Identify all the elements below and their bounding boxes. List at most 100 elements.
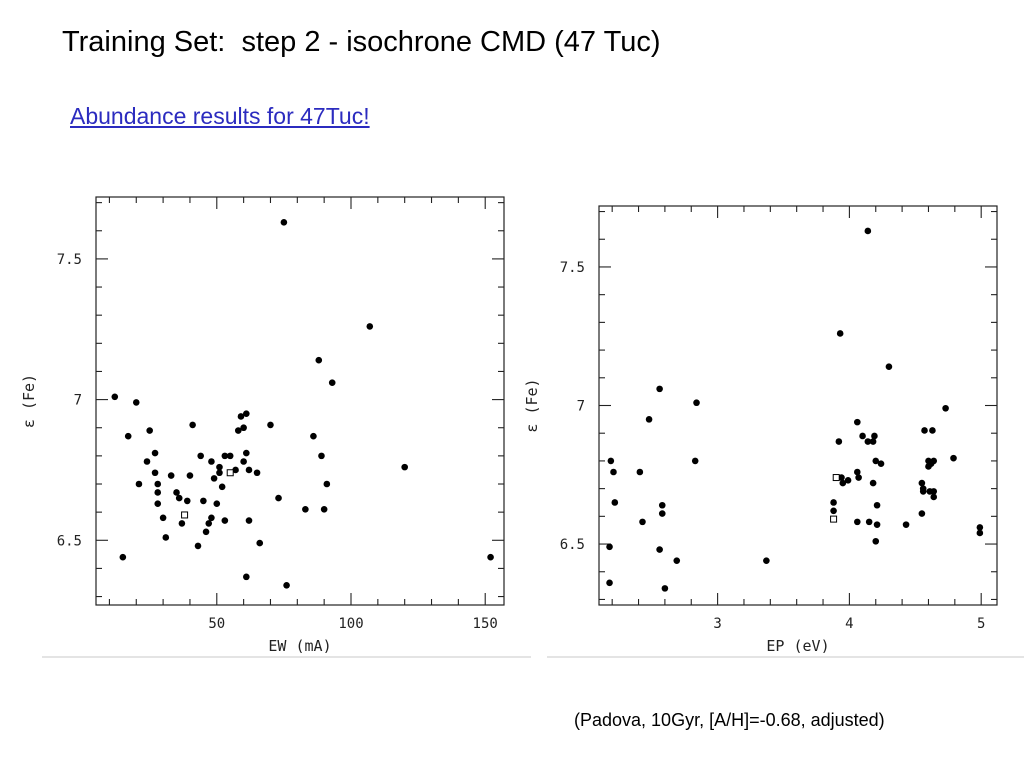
y-tick-label: 7.5 xyxy=(560,260,585,276)
data-point xyxy=(124,432,132,440)
x-tick-label: 4 xyxy=(845,616,853,632)
data-point-open xyxy=(832,474,840,482)
data-point xyxy=(658,510,666,517)
data-point xyxy=(243,449,250,457)
y-axis-label: ε (Fe) xyxy=(523,378,541,432)
data-point xyxy=(216,469,223,477)
data-point xyxy=(226,452,234,460)
y-tick-label: 7.5 xyxy=(57,252,82,268)
data-point xyxy=(656,385,663,393)
data-point xyxy=(930,493,938,501)
data-point xyxy=(854,518,861,526)
data-point xyxy=(611,499,619,506)
data-point xyxy=(267,421,274,429)
data-point xyxy=(930,457,938,465)
y-tick-label: 7 xyxy=(577,399,585,415)
data-point xyxy=(610,468,617,476)
data-point xyxy=(636,468,644,476)
x-tick-label: 5 xyxy=(977,616,985,632)
data-point xyxy=(275,494,282,502)
data-point xyxy=(976,524,984,531)
data-point xyxy=(154,500,162,508)
data-point xyxy=(151,469,159,477)
y-tick-label: 7 xyxy=(74,393,82,409)
data-point xyxy=(218,483,226,491)
data-point xyxy=(243,410,250,417)
x-tick-label: 3 xyxy=(713,616,721,632)
data-point xyxy=(318,452,325,460)
data-point xyxy=(902,521,910,528)
data-point xyxy=(639,518,646,526)
data-point xyxy=(855,474,862,481)
data-point xyxy=(658,501,666,509)
data-point xyxy=(243,573,250,581)
data-point xyxy=(280,219,288,226)
x-axis-label: EP (eV) xyxy=(766,637,829,655)
chart-left: 50 100 150 6.5 7 7.5 EW (mA) ε (Fe) xyxy=(20,196,505,655)
data-point xyxy=(221,452,229,460)
charts-canvas: 50 100 150 6.5 7 7.5 EW (mA) ε (Fe) 3 4 5 6.5 7 7.5 EP… xyxy=(20,196,1024,658)
data-point xyxy=(942,404,949,412)
data-point xyxy=(302,506,309,513)
data-point xyxy=(919,488,927,495)
data-point xyxy=(245,517,253,524)
data-point xyxy=(151,449,159,457)
data-point xyxy=(213,500,221,508)
data-point xyxy=(918,510,926,517)
data-point xyxy=(865,518,873,526)
data-point xyxy=(366,323,374,330)
chart-right: 3 4 5 6.5 7 7.5 EP (eV) ε (Fe) xyxy=(523,205,998,655)
data-point xyxy=(189,421,196,429)
data-point xyxy=(159,514,167,522)
data-point xyxy=(869,479,877,487)
data-point xyxy=(844,477,852,484)
data-point xyxy=(173,489,180,496)
plot-frame xyxy=(598,205,998,606)
data-point xyxy=(873,501,881,509)
data-point xyxy=(661,585,669,592)
data-point xyxy=(216,463,223,471)
data-point xyxy=(950,454,957,462)
x-axis-label: EW (mA) xyxy=(268,637,331,655)
data-point xyxy=(763,557,770,564)
data-point xyxy=(194,542,202,550)
data-point xyxy=(221,517,229,524)
data-point xyxy=(111,393,119,401)
data-point-open xyxy=(181,511,189,519)
data-point xyxy=(323,480,331,488)
abundance-results-link[interactable]: Abundance results for 47Tuc! xyxy=(70,103,370,129)
x-tick-label: 150 xyxy=(473,616,498,632)
data-point xyxy=(859,432,866,440)
data-point xyxy=(838,474,845,481)
data-point xyxy=(606,543,613,551)
data-point xyxy=(607,457,615,465)
data-point xyxy=(872,457,880,465)
data-point xyxy=(154,480,162,488)
data-point xyxy=(328,379,336,387)
data-point xyxy=(864,227,872,235)
data-point xyxy=(645,416,653,423)
y-axis-label: ε (Fe) xyxy=(20,374,38,428)
data-point xyxy=(873,521,881,528)
data-point xyxy=(854,418,861,426)
data-point xyxy=(830,507,837,515)
data-point xyxy=(202,528,210,536)
data-point xyxy=(232,466,239,474)
data-point xyxy=(854,468,861,476)
data-point xyxy=(310,432,317,440)
data-point xyxy=(183,497,191,505)
data-point xyxy=(154,489,162,496)
model-caption: (Padova, 10Gyr, [A/H]=-0.68, adjusted) xyxy=(574,710,885,730)
data-point xyxy=(200,497,207,505)
data-point xyxy=(918,479,926,487)
data-point xyxy=(135,480,143,488)
data-point xyxy=(830,499,837,506)
data-point xyxy=(315,356,323,364)
data-point xyxy=(487,553,494,561)
data-point xyxy=(119,553,127,561)
data-point xyxy=(175,494,183,502)
data-point xyxy=(872,537,880,545)
x-tick-label: 100 xyxy=(338,616,363,632)
data-point xyxy=(234,427,242,434)
data-point xyxy=(673,557,681,564)
